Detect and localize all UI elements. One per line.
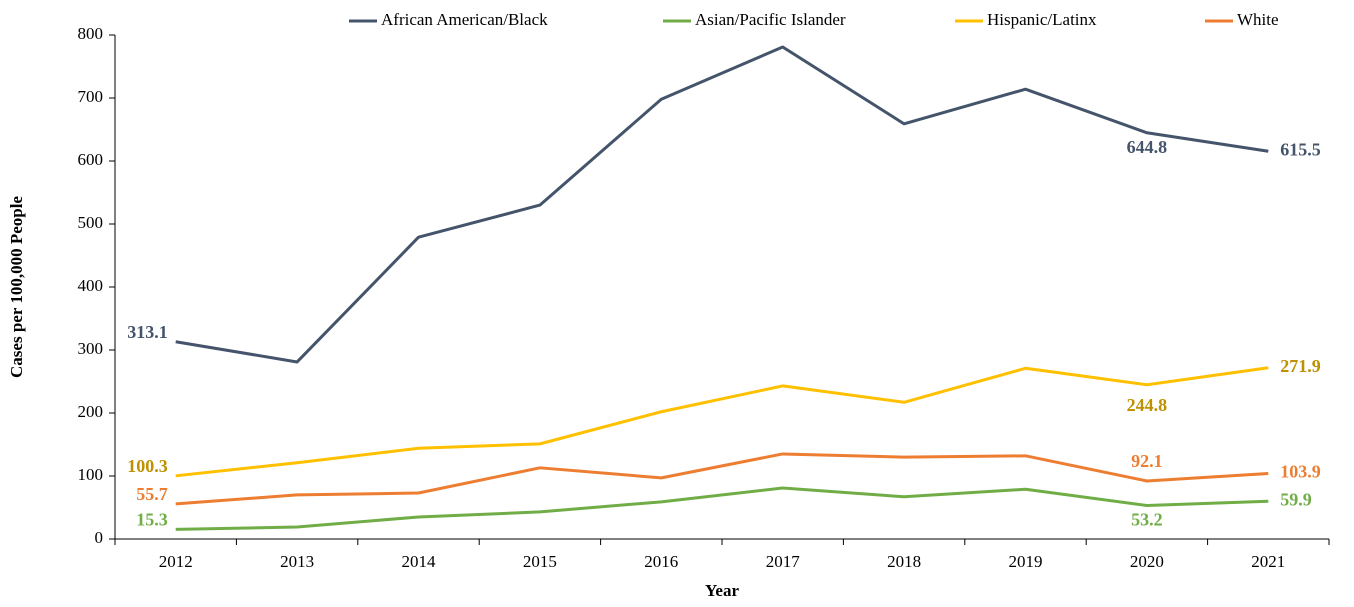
x-tick-label: 2019 [1009,552,1043,571]
series-line [175,486,1269,531]
y-tick-label: 200 [78,402,104,421]
x-tick-label: 2014 [402,552,437,571]
x-tick-label: 2012 [159,552,193,571]
x-axis-title: Year [705,581,739,600]
y-tick-label: 600 [78,150,104,169]
y-tick-label: 0 [95,528,104,547]
data-label: 55.7 [136,484,168,504]
series-line [175,45,1269,364]
data-label: 615.5 [1280,139,1321,159]
data-label: 53.2 [1131,510,1163,530]
data-label: 644.8 [1127,137,1168,157]
data-label: 313.1 [127,322,168,342]
data-label: 92.1 [1131,451,1163,471]
y-tick-label: 500 [78,213,104,232]
legend-label: Hispanic/Latinx [987,10,1097,29]
y-tick-label: 400 [78,276,104,295]
x-tick-label: 2013 [280,552,314,571]
data-label: 100.3 [127,456,168,476]
legend-label: White [1237,10,1279,29]
y-tick-label: 700 [78,87,104,106]
series-line [175,452,1269,506]
x-tick-label: 2021 [1251,552,1285,571]
data-label: 244.8 [1127,395,1168,415]
x-tick-label: 2017 [766,552,801,571]
x-tick-label: 2018 [887,552,921,571]
data-label: 15.3 [136,509,168,529]
legend-label: Asian/Pacific Islander [695,10,846,29]
legend-label: African American/Black [381,10,548,29]
y-axis-title: Cases per 100,000 People [7,196,26,378]
y-tick-label: 800 [78,24,104,43]
x-tick-label: 2020 [1130,552,1164,571]
data-label: 271.9 [1280,356,1321,376]
y-tick-label: 300 [78,339,104,358]
series-line [175,366,1269,478]
x-tick-label: 2016 [644,552,678,571]
data-label: 59.9 [1280,489,1312,509]
x-tick-label: 2015 [523,552,557,571]
y-tick-label: 100 [78,465,104,484]
data-label: 103.9 [1280,462,1321,482]
